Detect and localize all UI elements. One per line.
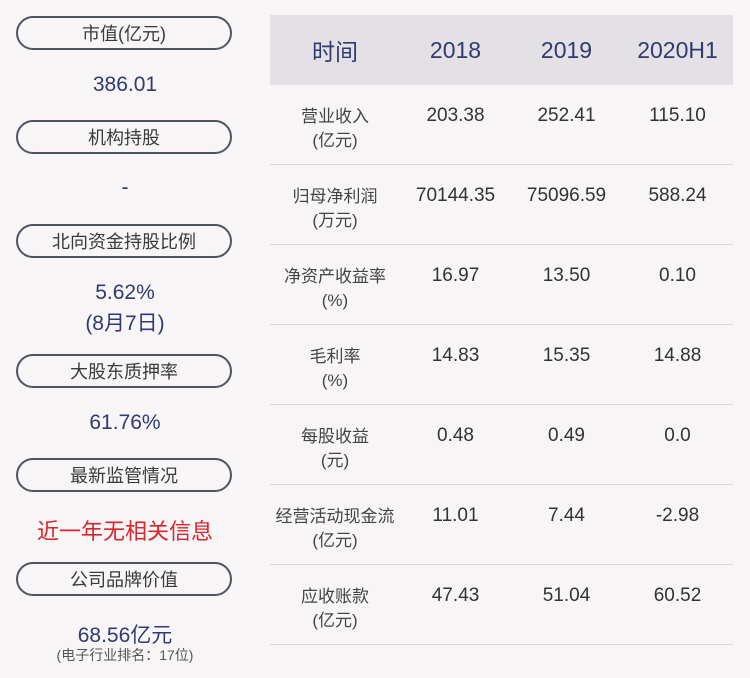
header-time: 时间 — [312, 39, 358, 65]
pledge-ratio-label: 大股东质押率 — [16, 354, 232, 388]
regulatory-status-value: 近一年无相关信息 — [36, 519, 213, 544]
institutional-holding-value: - — [121, 176, 129, 199]
cell-2020h1: 14.88 — [653, 345, 702, 366]
row-label: 应收账款 (亿元) — [301, 587, 369, 630]
cell-2019: 13.50 — [542, 265, 591, 286]
table-row: 毛利率 (%) 14.83 15.35 14.88 — [270, 325, 733, 405]
cell-2019: 51.04 — [542, 585, 591, 606]
row-label: 归母净利润 (万元) — [292, 187, 378, 230]
table-row: 应收账款 (亿元) 47.43 51.04 60.52 — [270, 565, 733, 645]
cell-2020h1: 60.52 — [653, 585, 702, 606]
northbound-ratio-value: 5.62% — [95, 281, 155, 304]
cell-2018: 203.38 — [426, 105, 485, 126]
institutional-holding-label: 机构持股 — [16, 120, 232, 154]
left-summary-panel: 市值(亿元) 386.01 机构持股 - 北向资金持股比例 5.62% (8月7… — [0, 0, 250, 678]
cell-2018: 0.48 — [437, 425, 474, 446]
cell-2018: 16.97 — [431, 265, 480, 286]
table-header: 时间 2018 2019 2020H1 — [270, 15, 733, 85]
brand-value-label: 公司品牌价值 — [16, 562, 232, 596]
header-2020h1: 2020H1 — [637, 36, 718, 63]
row-label: 每股收益 (元) — [301, 427, 369, 470]
cell-2020h1: -2.98 — [655, 505, 700, 526]
brand-value-value: 68.56亿元 — [77, 624, 173, 647]
brand-value-rank: (电子行业排名：17位) — [56, 647, 194, 663]
header-2018: 2018 — [429, 36, 482, 63]
cell-2020h1: 588.24 — [648, 185, 707, 206]
table-row: 每股收益 (元) 0.48 0.49 0.0 — [270, 405, 733, 485]
regulatory-status-label: 最新监管情况 — [16, 458, 232, 492]
table-row: 营业收入 (亿元) 203.38 252.41 115.10 — [270, 85, 733, 165]
northbound-ratio-date: (8月7日) — [85, 312, 165, 335]
financial-table: 时间 2018 2019 2020H1 营业收入 (亿元) 203.38 252.… — [270, 15, 733, 645]
cell-2020h1: 0.10 — [659, 265, 696, 286]
cell-2018: 11.01 — [432, 505, 479, 526]
cell-2019: 7.44 — [548, 505, 585, 526]
table-row: 净资产收益率 (%) 16.97 13.50 0.10 — [270, 245, 733, 325]
market-cap-label: 市值(亿元) — [16, 16, 232, 50]
table-row: 归母净利润 (万元) 70144.35 75096.59 588.24 — [270, 165, 733, 245]
northbound-ratio-label: 北向资金持股比例 — [16, 224, 232, 258]
cell-2020h1: 0.0 — [664, 425, 691, 446]
table-row: 经营活动现金流 (亿元) 11.01 7.44 -2.98 — [270, 485, 733, 565]
market-cap-value: 386.01 — [92, 73, 158, 96]
cell-2018: 14.83 — [431, 345, 480, 366]
row-label: 经营活动现金流 (亿元) — [275, 507, 395, 550]
row-label: 净资产收益率 (%) — [284, 267, 386, 310]
cell-2019: 252.41 — [537, 105, 596, 126]
row-label: 营业收入 (亿元) — [301, 107, 369, 150]
cell-2019: 15.35 — [542, 345, 591, 366]
pledge-ratio-value: 61.76% — [89, 411, 161, 434]
row-label: 毛利率 (%) — [309, 347, 361, 390]
cell-2018: 47.43 — [431, 585, 480, 606]
cell-2020h1: 115.10 — [649, 105, 706, 126]
header-2019: 2019 — [540, 36, 593, 63]
cell-2019: 0.49 — [548, 425, 585, 446]
cell-2019: 75096.59 — [526, 185, 607, 206]
cell-2018: 70144.35 — [415, 185, 496, 206]
